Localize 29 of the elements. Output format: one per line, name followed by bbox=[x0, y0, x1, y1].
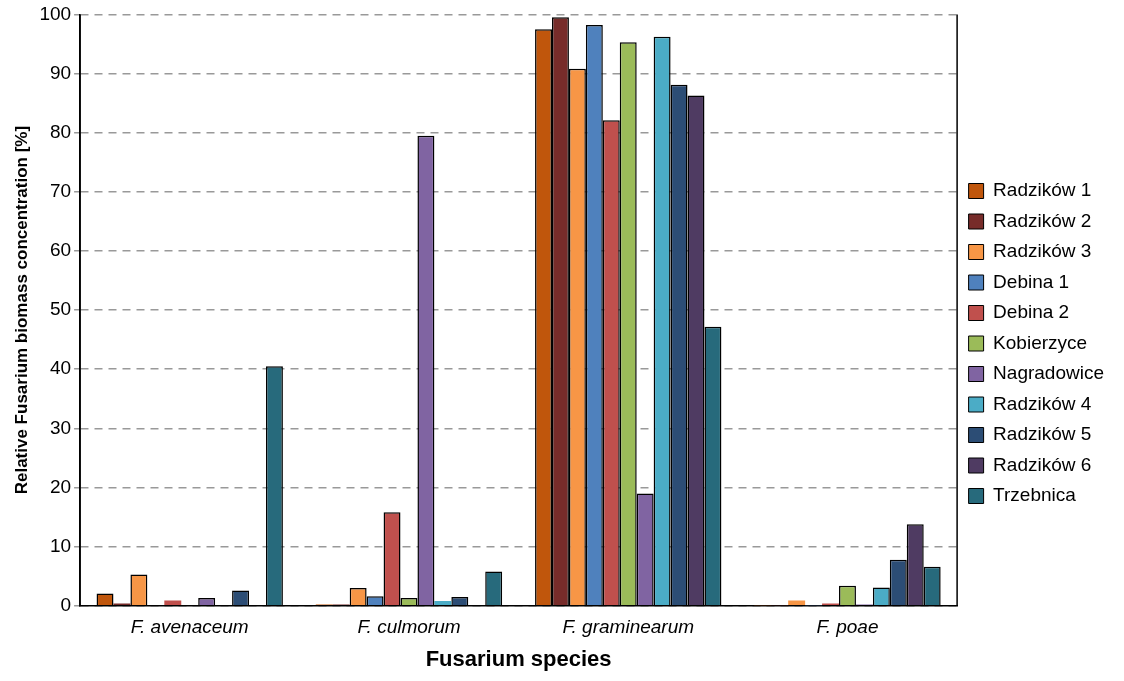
legend-label: Debina 1 bbox=[993, 270, 1070, 292]
x-tick-label: F. graminearum bbox=[562, 616, 695, 638]
legend-label: Nagradowice bbox=[993, 362, 1105, 384]
y-axis-title: Relative Fusarium biomass concentration [%] bbox=[11, 125, 31, 495]
y-tick-label: 40 bbox=[49, 357, 72, 379]
legend-label: Kobierzyce bbox=[993, 331, 1088, 353]
bar bbox=[164, 600, 182, 606]
x-tick-label: F. poae bbox=[816, 616, 879, 638]
x-tick-label: F. avenaceum bbox=[130, 616, 249, 638]
legend-label: Radzików 2 bbox=[993, 209, 1092, 231]
x-axis-title: Fusarium species bbox=[425, 645, 612, 671]
legend-label: Radzików 5 bbox=[993, 423, 1092, 445]
y-tick-label: 20 bbox=[49, 475, 72, 497]
x-tick-label: F. culmorum bbox=[357, 616, 461, 638]
legend-label: Debina 2 bbox=[993, 301, 1070, 323]
y-tick-label: 30 bbox=[49, 416, 72, 438]
legend-label: Radzików 1 bbox=[993, 179, 1092, 201]
y-tick-label: 100 bbox=[39, 2, 72, 24]
legend-label: Radzików 4 bbox=[993, 392, 1092, 414]
y-tick-label: 10 bbox=[49, 534, 72, 556]
y-tick-label: 60 bbox=[49, 239, 72, 261]
legend-label: Trzebnica bbox=[993, 484, 1077, 506]
y-tick-label: 90 bbox=[49, 61, 72, 83]
y-tick-label: 70 bbox=[49, 180, 72, 202]
y-tick-label: 50 bbox=[49, 298, 72, 320]
legend-label: Radzików 3 bbox=[993, 240, 1092, 262]
legend-label: Radzików 6 bbox=[993, 453, 1092, 475]
y-tick-label: 0 bbox=[60, 594, 72, 616]
y-tick-label: 80 bbox=[49, 120, 72, 142]
